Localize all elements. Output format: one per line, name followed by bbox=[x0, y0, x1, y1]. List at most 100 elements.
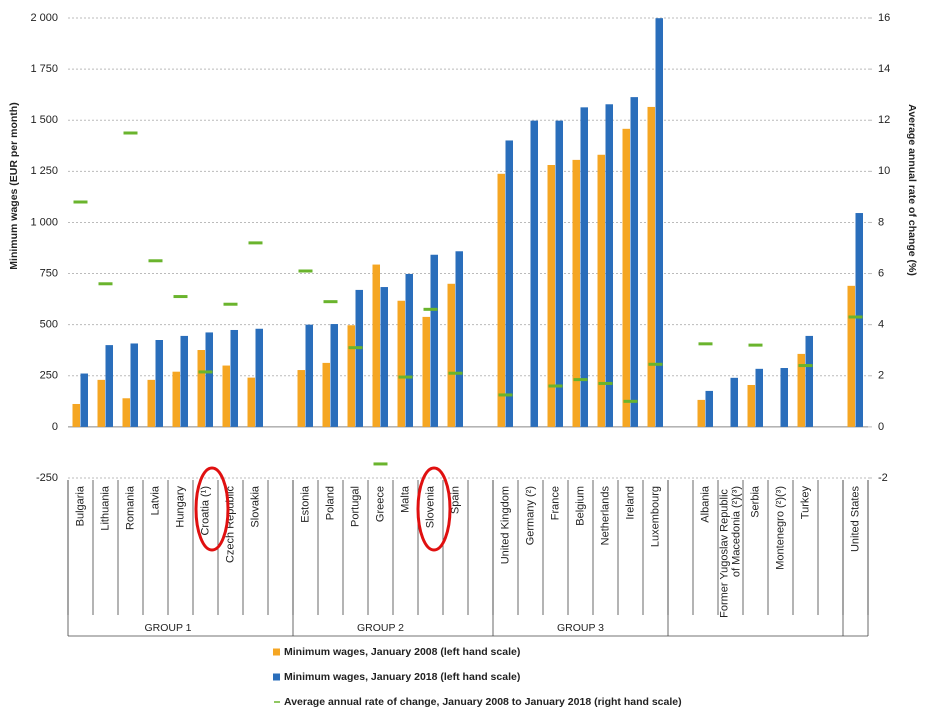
bar bbox=[180, 335, 188, 427]
x-tick-label: France bbox=[549, 486, 561, 520]
bar bbox=[855, 213, 863, 427]
y2-tick-label: -2 bbox=[878, 472, 888, 484]
x-tick-label: Hungary bbox=[174, 486, 186, 528]
bar bbox=[105, 345, 113, 427]
y2-tick-label: 14 bbox=[878, 63, 890, 75]
bar bbox=[397, 300, 405, 427]
bar bbox=[230, 329, 238, 427]
bar bbox=[697, 399, 705, 427]
bar bbox=[555, 120, 563, 427]
y-axis-title: Minimum wages (EUR per month) bbox=[8, 102, 20, 269]
y2-tick-label: 16 bbox=[878, 12, 890, 24]
legend-text: Average annual rate of change, January 2… bbox=[284, 696, 682, 708]
x-tick-label: Portugal bbox=[349, 486, 361, 527]
y-tick-label: 1 500 bbox=[30, 114, 58, 126]
x-tick-label: Serbia bbox=[749, 485, 761, 518]
bar bbox=[197, 350, 205, 427]
x-tick-label: Montenegro (²)(³) bbox=[774, 486, 786, 570]
x-tick-label: Latvia bbox=[149, 485, 161, 515]
bar bbox=[572, 159, 580, 427]
y-tick-label: 750 bbox=[40, 267, 58, 279]
legend-text: Minimum wages, January 2008 (left hand s… bbox=[284, 646, 520, 658]
y-tick-label: 1 750 bbox=[30, 63, 58, 75]
highlight-circle bbox=[416, 466, 452, 552]
bar bbox=[630, 97, 638, 427]
bar bbox=[422, 316, 430, 427]
bar bbox=[330, 324, 338, 427]
x-tick-label: United States bbox=[849, 486, 861, 553]
bar bbox=[447, 283, 455, 427]
y2-tick-label: 2 bbox=[878, 370, 884, 382]
bar bbox=[130, 343, 138, 427]
bar bbox=[305, 324, 313, 427]
x-tick-label: Turkey bbox=[799, 486, 811, 520]
x-tick-label: Luxembourg bbox=[649, 486, 661, 547]
bar bbox=[347, 325, 355, 427]
bar bbox=[155, 340, 163, 427]
bar bbox=[655, 18, 663, 427]
bar bbox=[147, 379, 155, 427]
bar bbox=[747, 384, 755, 427]
x-tick-label: Albania bbox=[699, 485, 711, 523]
y2-tick-label: 0 bbox=[878, 421, 884, 433]
bar bbox=[730, 377, 738, 427]
bar bbox=[97, 379, 105, 427]
x-tick-label: Slovenia bbox=[424, 485, 436, 528]
x-tick-label: Malta bbox=[399, 485, 411, 513]
bar bbox=[72, 403, 80, 427]
bar bbox=[355, 289, 363, 427]
bar bbox=[322, 362, 330, 427]
bar bbox=[847, 285, 855, 427]
x-tick-label: Bulgaria bbox=[74, 485, 86, 526]
y2-tick-label: 4 bbox=[878, 319, 884, 331]
y-tick-label: 2 000 bbox=[30, 12, 58, 24]
x-tick-label: Spain bbox=[449, 486, 461, 514]
x-tick-label: Croatia (¹) bbox=[199, 486, 211, 536]
bar bbox=[805, 335, 813, 427]
bar bbox=[172, 371, 180, 427]
x-tick-label: Romania bbox=[124, 485, 136, 530]
x-tick-label: Ireland bbox=[624, 486, 636, 520]
x-tick-label: Former Yugoslav Republic of Macedonia (²… bbox=[718, 486, 742, 618]
bar bbox=[80, 373, 88, 427]
legend-marker bbox=[273, 648, 280, 656]
group-label: GROUP 2 bbox=[357, 622, 404, 634]
bar bbox=[380, 287, 388, 427]
bar bbox=[497, 173, 505, 427]
x-tick-label: Germany (²) bbox=[524, 486, 536, 545]
bar bbox=[122, 398, 130, 427]
bar bbox=[780, 368, 788, 427]
bar bbox=[247, 377, 255, 427]
y2-tick-label: 12 bbox=[878, 114, 890, 126]
legend-text: Minimum wages, January 2018 (left hand s… bbox=[284, 671, 520, 683]
bar bbox=[622, 128, 630, 427]
group-label: GROUP 1 bbox=[144, 622, 191, 634]
bar bbox=[505, 140, 513, 427]
x-tick-label: United Kingdom bbox=[499, 486, 511, 564]
y-tick-label: 250 bbox=[40, 370, 58, 382]
bar bbox=[222, 365, 230, 427]
bar bbox=[297, 370, 305, 427]
group-label: GROUP 3 bbox=[557, 622, 604, 634]
bar bbox=[547, 164, 555, 427]
x-tick-label: Greece bbox=[374, 486, 386, 522]
highlight-circle bbox=[194, 466, 230, 552]
bar bbox=[597, 154, 605, 427]
x-tick-label: Netherlands bbox=[599, 486, 611, 546]
x-tick-label: Lithuania bbox=[99, 485, 111, 531]
bar bbox=[430, 254, 438, 427]
legend-marker bbox=[273, 673, 280, 681]
bar bbox=[605, 104, 613, 427]
bar bbox=[455, 251, 463, 427]
x-tick-label: Estonia bbox=[299, 485, 311, 523]
y-tick-label: 500 bbox=[40, 319, 58, 331]
y2-axis-title: Average annual rate of change (%) bbox=[906, 104, 918, 276]
y-tick-label: 1 000 bbox=[30, 216, 58, 228]
y-tick-label: -250 bbox=[36, 472, 58, 484]
y2-tick-label: 6 bbox=[878, 267, 884, 279]
x-tick-label: Poland bbox=[324, 486, 336, 520]
y2-tick-label: 8 bbox=[878, 216, 884, 228]
y2-tick-label: 10 bbox=[878, 165, 890, 177]
bar bbox=[797, 353, 805, 427]
